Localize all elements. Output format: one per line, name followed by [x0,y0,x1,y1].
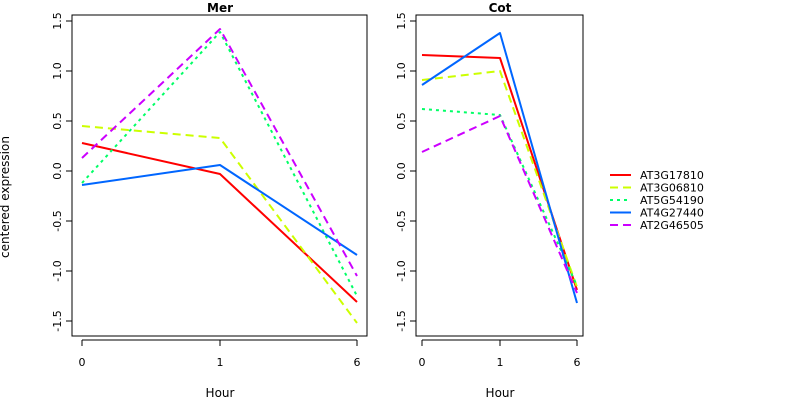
plot-frame [415,14,584,337]
legend-label: AT3G17810 [640,169,704,182]
series-line-at5g54190 [81,31,358,297]
x-tick-label: 6 [574,356,581,369]
x-axis-label: Hour [486,386,515,400]
y-tick-label: 0.5 [395,112,408,130]
panel-title: Cot [489,1,512,15]
x-tick-label: 0 [79,356,86,369]
legend-label: AT4G27440 [640,207,704,220]
y-tick-label: 1.0 [51,62,64,80]
legend-item: AT5G54190 [610,194,704,207]
series-line-at5g54190 [421,108,578,287]
y-axis-label: centered expression [0,136,12,258]
series-line-at2g46505 [421,115,578,294]
x-tick-label: 6 [354,356,361,369]
legend: AT3G17810AT3G06810AT5G54190AT4G27440AT2G… [610,169,704,232]
y-tick-label: -0.5 [51,210,64,231]
series-line-at3g06810 [81,125,358,324]
series-line-at2g46505 [81,28,358,277]
legend-item: AT3G17810 [610,169,704,182]
y-tick-label: -1.0 [395,260,408,281]
series-line-at3g17810 [421,54,578,291]
x-tick-label: 1 [217,356,224,369]
plot-frame [71,14,368,337]
x-tick-label: 1 [497,356,504,369]
y-tick-label: 1.0 [395,62,408,80]
legend-label: AT5G54190 [640,194,704,207]
y-tick-label: -1.5 [51,310,64,331]
panel-cot: Cot Hour -1.5 -1.0 -0.5 0.0 0.5 1.0 1.5 0 1 6 [395,1,584,400]
panel-title: Mer [207,1,233,15]
legend-label: AT2G46505 [640,219,704,232]
panel-mer: Mer Hour -1.5 -1.0 -0.5 0.0 0.5 1.0 1.5 0 1 6 [51,1,368,400]
series-line-at3g17810 [81,142,358,303]
legend-item: AT3G06810 [610,182,704,195]
x-axis-label: Hour [206,386,235,400]
series-line-at4g27440 [81,164,358,256]
series-line-at3g06810 [421,70,578,288]
y-tick-label: -1.5 [395,310,408,331]
legend-label: AT3G06810 [640,182,704,195]
series-line-at4g27440 [421,32,578,304]
y-tick-label: 1.5 [395,12,408,30]
legend-item: AT4G27440 [610,207,704,220]
legend-item: AT2G46505 [610,219,704,232]
y-tick-label: -0.5 [395,210,408,231]
y-tick-label: 1.5 [51,12,64,30]
y-tick-label: 0.5 [51,112,64,130]
y-tick-label: -1.0 [51,260,64,281]
x-tick-label: 0 [419,356,426,369]
y-tick-label: 0.0 [51,162,64,180]
y-tick-label: 0.0 [395,162,408,180]
